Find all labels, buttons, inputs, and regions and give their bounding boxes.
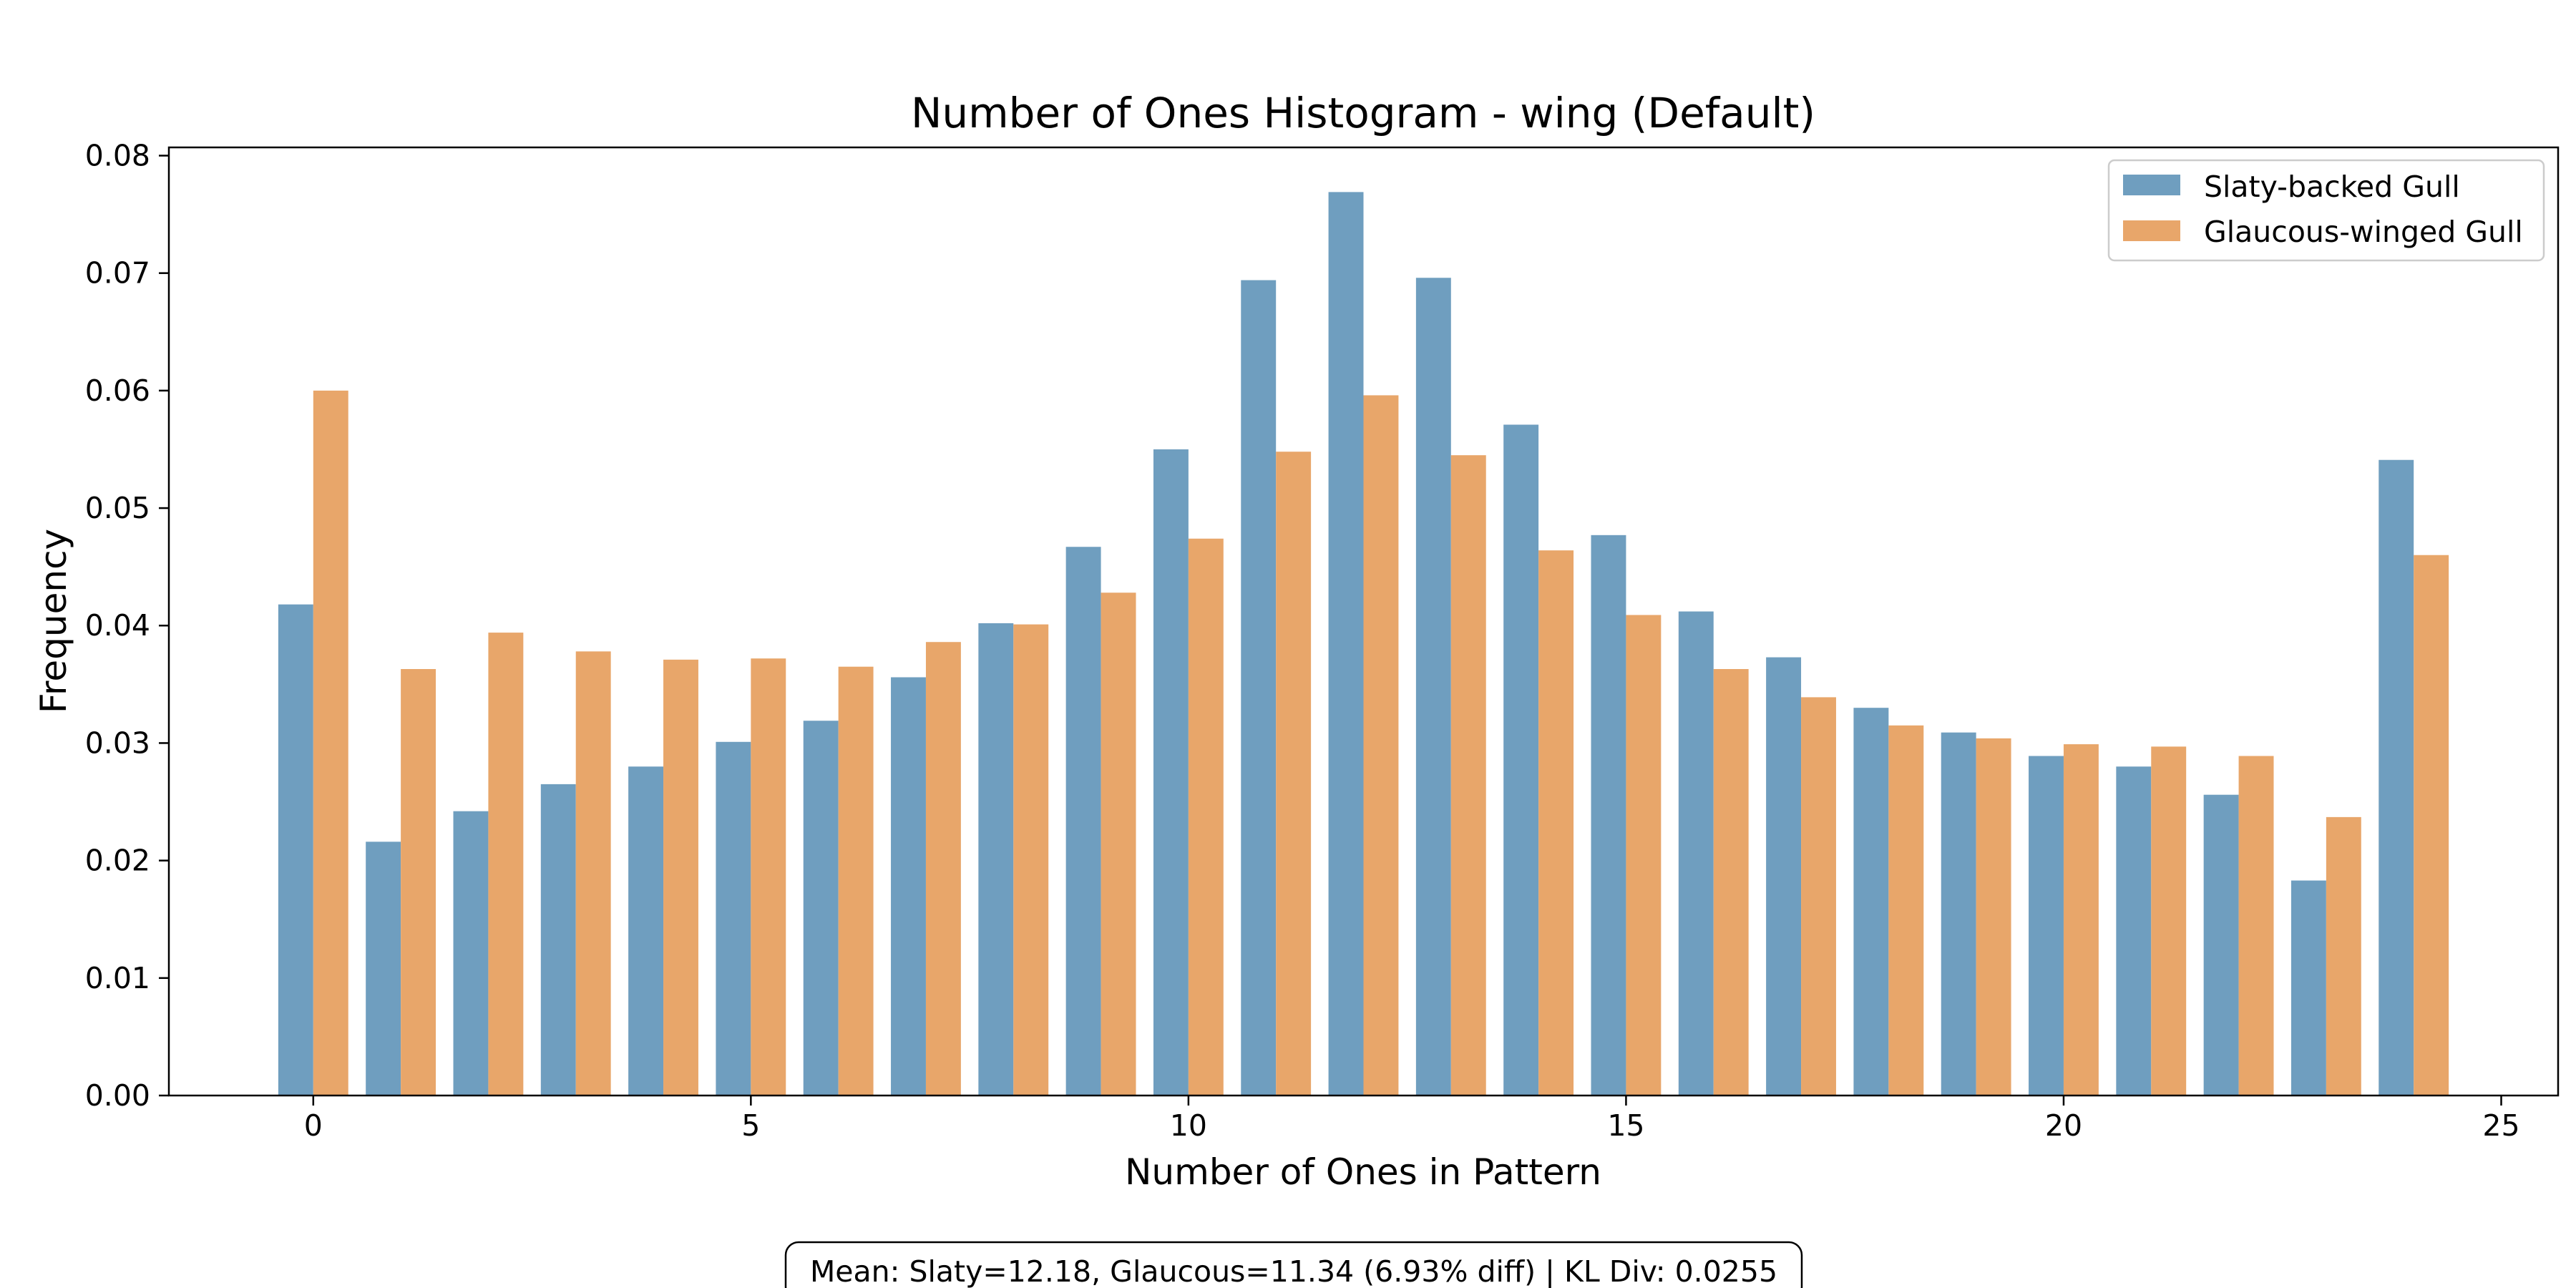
bar-glaucous-5 <box>751 658 786 1096</box>
bar-glaucous-3 <box>575 651 611 1096</box>
bar-slaty-12 <box>1328 192 1364 1096</box>
legend-swatch-slaty-backed-gull <box>2123 175 2180 195</box>
x-tick-label-20: 20 <box>2045 1108 2082 1143</box>
bar-slaty-16 <box>1678 611 1714 1096</box>
plot-frame <box>167 146 2560 1097</box>
bar-slaty-3 <box>540 784 576 1096</box>
bar-slaty-13 <box>1415 278 1451 1096</box>
bar-slaty-8 <box>978 623 1014 1096</box>
bar-glaucous-19 <box>1976 738 2011 1096</box>
bar-glaucous-1 <box>401 669 436 1096</box>
stats-annotation: Mean: Slaty=12.18, Glaucous=11.34 (6.93%… <box>810 1254 1777 1288</box>
y-tick-label-0.01: 0.01 <box>85 961 150 995</box>
bar-glaucous-15 <box>1626 615 1662 1096</box>
bar-glaucous-4 <box>663 659 698 1096</box>
y-tick-label-0.05: 0.05 <box>85 491 150 525</box>
y-axis-label: Frequency <box>33 529 74 713</box>
bar-glaucous-11 <box>1276 452 1312 1096</box>
y-tick-label-0.03: 0.03 <box>85 726 150 760</box>
bar-slaty-18 <box>1853 708 1889 1096</box>
stats-box: Mean: Slaty=12.18, Glaucous=11.34 (6.93%… <box>784 1241 1803 1288</box>
bar-glaucous-13 <box>1450 455 1486 1096</box>
bar-slaty-7 <box>891 677 926 1096</box>
bar-slaty-21 <box>2116 766 2152 1096</box>
bar-slaty-6 <box>803 721 839 1096</box>
y-tick-label-0.08: 0.08 <box>85 138 150 172</box>
bar-glaucous-21 <box>2151 746 2187 1096</box>
bar-slaty-22 <box>2203 794 2239 1096</box>
stats-box-frame <box>784 1241 1803 1288</box>
legend-label-slaty-backed-gull: Slaty-backed Gull <box>2204 170 2460 204</box>
bar-glaucous-18 <box>1888 725 1924 1096</box>
x-tick-label-10: 10 <box>1170 1108 1207 1143</box>
bar-slaty-10 <box>1153 449 1189 1096</box>
bar-slaty-5 <box>716 741 751 1096</box>
bar-slaty-20 <box>2029 756 2064 1096</box>
bar-slaty-23 <box>2290 880 2326 1096</box>
legend-label-glaucous-winged-gull: Glaucous-winged Gull <box>2204 215 2523 249</box>
bar-glaucous-20 <box>2063 744 2099 1096</box>
x-tick-label-5: 5 <box>741 1108 760 1143</box>
bar-glaucous-10 <box>1188 538 1224 1096</box>
bar-slaty-9 <box>1065 547 1101 1096</box>
bar-slaty-0 <box>278 604 313 1096</box>
ticks-layer: 0 5 10 15 20 25 0.00 0.01 0.02 0.03 0.04 0.05 0.06 0.… <box>85 138 2520 1143</box>
bar-glaucous-0 <box>313 390 348 1096</box>
y-tick-label-0.04: 0.04 <box>85 608 150 643</box>
bar-glaucous-14 <box>1538 550 1574 1096</box>
y-tick-label-0.06: 0.06 <box>85 374 150 408</box>
bar-glaucous-24 <box>2414 555 2449 1096</box>
legend-swatch-glaucous-winged-gull <box>2123 220 2180 241</box>
x-tick-label-15: 15 <box>1607 1108 1644 1143</box>
bar-slaty-15 <box>1591 535 1626 1096</box>
x-tick-label-0: 0 <box>304 1108 323 1143</box>
bar-glaucous-17 <box>1801 697 1836 1096</box>
bar-glaucous-8 <box>1013 624 1049 1096</box>
bar-glaucous-9 <box>1101 592 1136 1096</box>
bar-glaucous-12 <box>1363 395 1399 1096</box>
bars-layer <box>278 192 2449 1096</box>
bar-glaucous-6 <box>838 666 874 1096</box>
bar-slaty-14 <box>1503 424 1539 1096</box>
y-tick-label-0.00: 0.00 <box>85 1078 150 1113</box>
bar-slaty-1 <box>366 841 401 1096</box>
bar-glaucous-23 <box>2326 816 2361 1096</box>
bar-glaucous-2 <box>488 633 524 1096</box>
bar-slaty-2 <box>453 811 489 1096</box>
x-axis-label: Number of Ones in Pattern <box>1125 1151 1601 1193</box>
legend: Slaty-backed Gull Glaucous-winged Gull <box>2107 159 2545 262</box>
bar-glaucous-7 <box>925 642 961 1096</box>
chart-title: Number of Ones Histogram - wing (Default… <box>911 89 1815 137</box>
legend-frame <box>2107 159 2545 262</box>
bar-slaty-17 <box>1766 657 1802 1096</box>
bar-slaty-24 <box>2379 459 2414 1096</box>
bar-slaty-19 <box>1941 732 1976 1096</box>
bar-slaty-11 <box>1241 280 1277 1096</box>
bar-slaty-4 <box>628 766 664 1096</box>
y-tick-label-0.07: 0.07 <box>85 256 150 291</box>
y-tick-label-0.02: 0.02 <box>85 844 150 878</box>
bar-glaucous-22 <box>2238 756 2274 1096</box>
bar-glaucous-16 <box>1713 669 1749 1096</box>
x-tick-label-25: 25 <box>2482 1108 2519 1143</box>
